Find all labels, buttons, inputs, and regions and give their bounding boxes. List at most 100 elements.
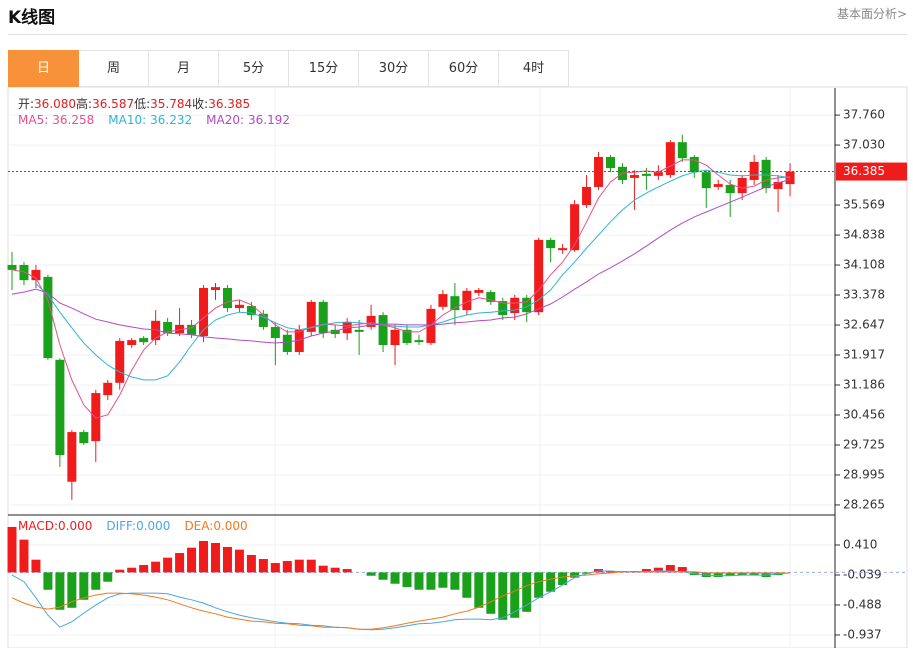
macd-bar xyxy=(115,569,125,573)
candle-body xyxy=(175,324,185,334)
tab[interactable]: 30分 xyxy=(359,50,429,87)
macd-bar xyxy=(210,542,220,573)
tab[interactable]: 60分 xyxy=(429,50,499,87)
macd-bar xyxy=(546,572,556,592)
macd-bar xyxy=(330,567,340,573)
legend-value: 36.192 xyxy=(248,113,290,127)
candle-body xyxy=(510,297,520,313)
candle-body xyxy=(522,297,532,313)
tab[interactable]: 日 xyxy=(8,50,79,87)
legend-entry: DEA:0.000 xyxy=(184,519,247,533)
candle-body xyxy=(199,287,209,336)
candle-body xyxy=(438,294,448,307)
macd-bar xyxy=(414,572,424,590)
tab[interactable]: 周 xyxy=(79,50,149,87)
candle-body xyxy=(450,296,460,311)
tab[interactable]: 4时 xyxy=(499,50,569,87)
candle-body xyxy=(306,301,316,332)
candle-body xyxy=(127,340,137,346)
macd-bar xyxy=(390,572,400,584)
ma-legend: MA5: 36.258 MA10: 36.232 MA20: 36.192 xyxy=(18,113,304,127)
macd-bar xyxy=(665,565,675,573)
macd-bar xyxy=(67,572,77,608)
tab[interactable]: 5分 xyxy=(219,50,289,87)
macd-bar xyxy=(486,572,496,614)
macd-bar xyxy=(222,546,232,573)
macd-bar xyxy=(426,572,436,590)
y-tick-label: 37.030 xyxy=(843,138,885,152)
macd-bar xyxy=(402,572,412,588)
macd-line xyxy=(11,570,791,631)
macd-bar xyxy=(450,572,460,590)
candle-body xyxy=(258,313,268,327)
candle-body xyxy=(474,290,484,293)
candle-body xyxy=(761,159,771,189)
macd-bar xyxy=(737,572,747,576)
candle-body xyxy=(282,334,292,353)
candle-body xyxy=(222,287,232,309)
y-tick-label: 33.378 xyxy=(843,288,885,302)
macd-bar xyxy=(606,571,615,573)
candle-body xyxy=(187,324,197,335)
candle-body xyxy=(701,172,711,189)
candle-body xyxy=(402,329,412,343)
quote-label: 收: xyxy=(192,97,209,111)
legend-entry: MA5: 36.258 xyxy=(18,113,94,127)
y-tick-label: 37.760 xyxy=(843,108,885,122)
legend-value: 36.232 xyxy=(150,113,193,127)
legend-value: 0.000 xyxy=(136,519,171,533)
legend-name: DEA: xyxy=(184,519,214,533)
macd-bar xyxy=(43,572,53,590)
candle-body xyxy=(246,306,256,316)
fundamental-link[interactable]: 基本面分析> xyxy=(836,7,907,21)
macd-bar xyxy=(163,557,173,573)
macd-bar xyxy=(522,572,532,612)
ma-line xyxy=(11,159,791,419)
candle-body xyxy=(234,304,244,309)
ma-line xyxy=(11,179,791,344)
macd-bar xyxy=(342,569,352,573)
candle-body xyxy=(378,315,388,346)
macd-bar xyxy=(713,572,723,578)
macd-bar xyxy=(258,559,268,573)
candle-body xyxy=(558,248,568,251)
candle-body xyxy=(91,393,101,442)
candle-body xyxy=(749,161,759,180)
candle-body xyxy=(115,340,125,383)
tab-bar: 日周月 5分 15分 30分 60分 4时 xyxy=(8,50,569,87)
quote-value: 36.587 xyxy=(92,97,135,111)
legend-name: MA5: xyxy=(18,113,49,127)
macd-bar xyxy=(677,567,687,573)
macd-bar xyxy=(582,572,592,574)
candle-body xyxy=(163,322,173,334)
y-tick-label: 34.108 xyxy=(843,258,885,272)
quote-label: 低: xyxy=(134,97,151,111)
quote-label: 高: xyxy=(76,97,93,111)
y-tick-label: 0.410 xyxy=(843,537,877,551)
legend-name: DIFF: xyxy=(106,519,137,533)
candle-body xyxy=(67,432,77,482)
candle-body xyxy=(43,276,53,359)
quote-label: 开: xyxy=(18,97,35,111)
candle-body xyxy=(318,301,328,334)
tab[interactable]: 15分 xyxy=(289,50,359,87)
macd-bar xyxy=(534,572,544,598)
candle-body xyxy=(546,239,556,249)
macd-bar xyxy=(462,572,472,598)
candle-body xyxy=(354,329,364,332)
candle-body xyxy=(641,173,651,176)
macd-bar xyxy=(19,539,29,573)
macd-bar xyxy=(79,572,89,600)
legend-value: 36.258 xyxy=(52,113,95,127)
candle-body xyxy=(366,315,376,327)
tab[interactable]: 月 xyxy=(149,50,219,87)
macd-bar xyxy=(91,572,101,590)
macd-bar xyxy=(55,572,65,610)
y-tick-label: 29.725 xyxy=(843,437,885,451)
macd-bar xyxy=(306,559,316,573)
macd-bar xyxy=(103,572,113,582)
macd-bar xyxy=(570,572,580,578)
candle-body xyxy=(653,172,663,176)
macd-bar xyxy=(139,565,149,573)
candle-body xyxy=(151,320,161,341)
